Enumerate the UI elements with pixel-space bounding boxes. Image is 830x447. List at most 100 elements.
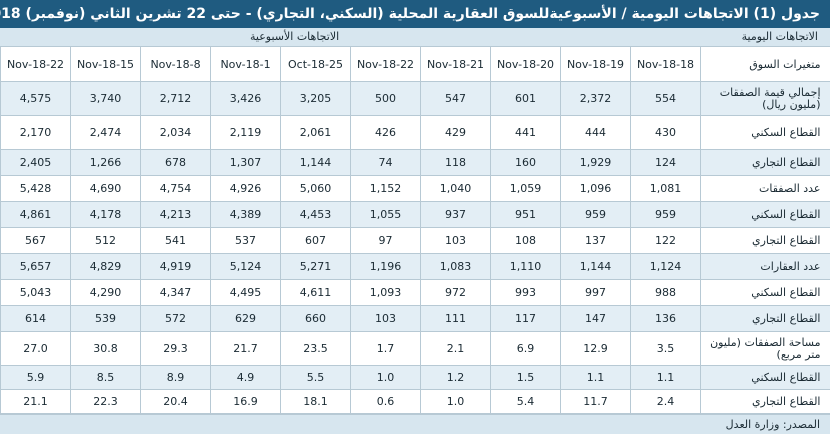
table-cell: 1.5 xyxy=(490,365,561,390)
table-cell: 1,196 xyxy=(350,253,421,280)
table-cell: 117 xyxy=(490,305,561,332)
table-cell: 539 xyxy=(70,305,141,332)
table-cell: 118 xyxy=(420,149,491,176)
table-cell: 4,178 xyxy=(70,201,141,228)
table-cell: 2,712 xyxy=(140,81,211,116)
table-cell: 4.9 xyxy=(210,365,281,390)
table-cell: 2,405 xyxy=(0,149,71,176)
table-cell: 122 xyxy=(630,227,701,254)
row-label: عدد الصفقات xyxy=(700,175,830,202)
column-header: 18-Nov-18 xyxy=(630,47,701,82)
table-cell: 2,034 xyxy=(140,115,211,150)
table-cell: 97 xyxy=(350,227,421,254)
table-cell: 1,144 xyxy=(280,149,351,176)
row-label: القطاع التجاري xyxy=(700,389,830,414)
source-note: المصدر: وزارة العدل xyxy=(0,414,830,434)
table-cell: 601 xyxy=(490,81,561,116)
table-cell: 1.1 xyxy=(560,365,631,390)
table-cell: 1,040 xyxy=(420,175,491,202)
table-row: القطاع التجاري 2.4 11.7 5.4 1.0 0.6 18.1 16.9 20… xyxy=(0,389,830,414)
table-row: القطاع التجاري 122 137 108 103 97 607 537 541 512… xyxy=(0,227,830,254)
table-cell: 430 xyxy=(630,115,701,150)
table-cell: 512 xyxy=(70,227,141,254)
table-cell: 27.0 xyxy=(0,331,71,366)
table-cell: 1,307 xyxy=(210,149,281,176)
table-cell: 4,754 xyxy=(140,175,211,202)
label-column-header: متغيرات السوق xyxy=(700,47,830,82)
column-header-row: متغيرات السوق 18-Nov-18 19-Nov-18 20-Nov… xyxy=(0,47,830,82)
table-cell: 12.9 xyxy=(560,331,631,366)
table-row: القطاع السكني 1.1 1.1 1.5 1.2 1.0 5.5 4.9 8.9 8.5… xyxy=(0,365,830,390)
table-cell: 160 xyxy=(490,149,561,176)
table-cell: 103 xyxy=(420,227,491,254)
table-cell: 4,213 xyxy=(140,201,211,228)
column-header: 25-Oct-18 xyxy=(280,47,351,82)
table-title: جدول (1) الاتجاهات اليومية / الأسبوعيةلل… xyxy=(0,0,830,28)
table-cell: 959 xyxy=(560,201,631,228)
table-cell: 1,110 xyxy=(490,253,561,280)
table-cell: 2,474 xyxy=(70,115,141,150)
weekly-trends-header: الاتجاهات الأسبوعية xyxy=(250,30,340,43)
table-row: القطاع التجاري 136 147 117 111 103 660 629 572 53… xyxy=(0,305,830,332)
table-cell: 4,861 xyxy=(0,201,71,228)
table-cell: 21.7 xyxy=(210,331,281,366)
table-cell: 4,347 xyxy=(140,279,211,306)
table-cell: 1,055 xyxy=(350,201,421,228)
row-label: القطاع السكني xyxy=(700,365,830,390)
table-cell: 4,290 xyxy=(70,279,141,306)
table-cell: 136 xyxy=(630,305,701,332)
group-header-band: الاتجاهات اليومية الاتجاهات الأسبوعية xyxy=(0,28,830,47)
table-cell: 11.7 xyxy=(560,389,631,414)
row-label: القطاع السكني xyxy=(700,115,830,150)
row-label: القطاع السكني xyxy=(700,201,830,228)
column-header: 22-Nov-18 xyxy=(350,47,421,82)
table-cell: 108 xyxy=(490,227,561,254)
table-cell: 500 xyxy=(350,81,421,116)
table-cell: 607 xyxy=(280,227,351,254)
table-cell: 74 xyxy=(350,149,421,176)
row-label: القطاع التجاري xyxy=(700,149,830,176)
table-cell: 111 xyxy=(420,305,491,332)
table-cell: 1,144 xyxy=(560,253,631,280)
table-cell: 23.5 xyxy=(280,331,351,366)
table-cell: 547 xyxy=(420,81,491,116)
table-cell: 2,372 xyxy=(560,81,631,116)
market-data-table: متغيرات السوق 18-Nov-18 19-Nov-18 20-Nov… xyxy=(0,47,830,414)
table-cell: 444 xyxy=(560,115,631,150)
table-cell: 937 xyxy=(420,201,491,228)
table-cell: 678 xyxy=(140,149,211,176)
table-cell: 1,929 xyxy=(560,149,631,176)
column-header: 19-Nov-18 xyxy=(560,47,631,82)
table-cell: 4,575 xyxy=(0,81,71,116)
table-row: عدد العقارات 1,124 1,144 1,110 1,083 1,196 5,2… xyxy=(0,253,830,280)
table-cell: 29.3 xyxy=(140,331,211,366)
table-cell: 3,205 xyxy=(280,81,351,116)
table-cell: 21.1 xyxy=(0,389,71,414)
table-cell: 2,170 xyxy=(0,115,71,150)
table-cell: 4,829 xyxy=(70,253,141,280)
table-cell: 2,119 xyxy=(210,115,281,150)
table-cell: 993 xyxy=(490,279,561,306)
table-cell: 5,124 xyxy=(210,253,281,280)
table-row: إجمالي قيمة الصفقات (مليون ريال) 554 2,372… xyxy=(0,81,830,116)
table-cell: 429 xyxy=(420,115,491,150)
table-cell: 0.6 xyxy=(350,389,421,414)
table-cell: 8.9 xyxy=(140,365,211,390)
table-cell: 567 xyxy=(0,227,71,254)
table-cell: 537 xyxy=(210,227,281,254)
table-cell: 1.1 xyxy=(630,365,701,390)
row-label: مساحة الصفقات (مليون متر مربع) xyxy=(700,331,830,366)
table-cell: 103 xyxy=(350,305,421,332)
table-cell: 997 xyxy=(560,279,631,306)
table-cell: 1.0 xyxy=(350,365,421,390)
table-row: القطاع التجاري 124 1,929 160 118 74 1,144 1,307… xyxy=(0,149,830,176)
column-header: 22-Nov-18 xyxy=(0,47,71,82)
table-cell: 1,083 xyxy=(420,253,491,280)
table-cell: 2,061 xyxy=(280,115,351,150)
table-cell: 4,389 xyxy=(210,201,281,228)
table-cell: 30.8 xyxy=(70,331,141,366)
table-cell: 441 xyxy=(490,115,561,150)
table-cell: 541 xyxy=(140,227,211,254)
table-cell: 5,043 xyxy=(0,279,71,306)
table-cell: 3,740 xyxy=(70,81,141,116)
